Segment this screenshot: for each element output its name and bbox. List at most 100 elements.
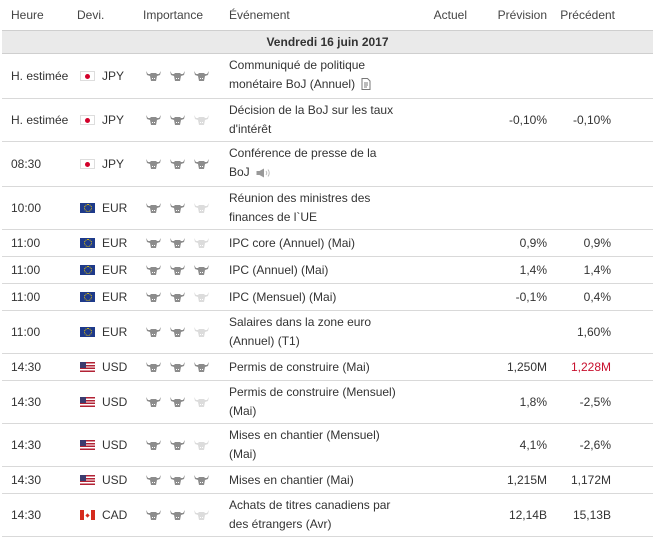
bull-outline-icon [193, 237, 210, 249]
row-event[interactable]: Mises en chantier (Mensuel) (Mai) [229, 423, 421, 467]
row-event[interactable]: Permis de construire (Mensuel) (Mai) [229, 380, 421, 424]
row-importance [143, 256, 229, 284]
bull-icon [145, 264, 162, 276]
row-currency: CAD [77, 493, 143, 537]
row-time: 14:30 [2, 466, 77, 494]
table-row[interactable]: 11:00 EUR IPC core (Annuel) (Mai) 0,9% 0,9% [2, 229, 653, 257]
row-forecast: 4,1% [467, 423, 547, 467]
flag-eu-icon [80, 327, 95, 337]
row-event[interactable]: IPC (Annuel) (Mai) [229, 256, 421, 284]
row-time: 11:00 [2, 310, 77, 354]
event-line-2: des étrangers (Avr) [229, 517, 332, 531]
flag-jp-icon [80, 71, 95, 81]
header-actual[interactable]: Actuel [421, 0, 467, 31]
header-event[interactable]: Événement [229, 0, 421, 31]
document-icon[interactable] [361, 77, 371, 96]
bull-icon [193, 264, 210, 276]
row-forecast: 1,8% [467, 380, 547, 424]
table-row[interactable]: 10:00 EUR Réunion des ministres des finance… [2, 186, 653, 230]
currency-code: CAD [102, 508, 128, 522]
row-event[interactable]: Communiqué de politique monétaire BoJ (An… [229, 53, 421, 99]
bull-icon [169, 439, 186, 451]
bull-icon [145, 361, 162, 373]
row-previous: 15,13B [547, 493, 653, 537]
bull-outline-icon [193, 202, 210, 214]
header-previous[interactable]: Précédent [547, 0, 653, 31]
table-row[interactable]: 11:00 EUR IPC (Mensuel) (Mai) -0,1% 0,4% [2, 283, 653, 311]
row-currency: JPY [77, 141, 143, 187]
table-row[interactable]: 14:30 USD Mises en chantier (Mai) 1,215M 1,1… [2, 466, 653, 494]
date-row: Vendredi 16 juin 2017 [2, 30, 653, 54]
row-previous: -2,5% [547, 380, 653, 424]
row-actual [421, 53, 467, 99]
table-row[interactable]: H. estimée JPY Communiqué de politique moné… [2, 53, 653, 99]
event-line-1: Achats de titres canadiens par [229, 498, 391, 512]
row-event[interactable]: Permis de construire (Mai) [229, 353, 421, 381]
row-forecast [467, 53, 547, 99]
currency-code: EUR [102, 263, 128, 277]
row-time: 14:30 [2, 493, 77, 537]
row-importance [143, 423, 229, 467]
row-importance [143, 141, 229, 187]
row-importance [143, 466, 229, 494]
row-event[interactable]: Décision de la BoJ sur les taux d'intérêt [229, 98, 421, 142]
row-event[interactable]: Mises en chantier (Mai) [229, 466, 421, 494]
currency-code: JPY [102, 113, 125, 127]
bull-icon [145, 474, 162, 486]
header-forecast[interactable]: Prévision [467, 0, 547, 31]
flag-jp-icon [80, 159, 95, 169]
event-line-1: IPC (Mensuel) (Mai) [229, 289, 337, 304]
row-importance [143, 353, 229, 381]
table-header: Heure Devi. Importance Événement Actuel … [2, 0, 653, 31]
row-event[interactable]: Conférence de presse de la BoJ [229, 141, 421, 187]
table-row[interactable]: 14:30 USD Permis de construire (Mensuel) (M… [2, 380, 653, 424]
row-event[interactable]: Salaires dans la zone euro (Annuel) (T1) [229, 310, 421, 354]
table-row[interactable]: 14:30 CAD Achats de titres canadiens par de… [2, 493, 653, 537]
speaker-icon[interactable] [256, 165, 272, 184]
table-row[interactable]: H. estimée JPY Décision de la BoJ sur les … [2, 98, 653, 142]
header-time[interactable]: Heure [2, 0, 77, 31]
flag-eu-icon [80, 238, 95, 248]
table-row[interactable]: 14:30 USD Permis de construire (Mai) 1,250M… [2, 353, 653, 381]
row-event[interactable]: IPC (Mensuel) (Mai) [229, 283, 421, 311]
event-line-2: monétaire BoJ (Annuel) [229, 77, 356, 91]
currency-code: JPY [102, 157, 125, 171]
header-currency[interactable]: Devi. [77, 0, 143, 31]
row-actual [421, 353, 467, 381]
row-currency: USD [77, 353, 143, 381]
bull-icon [169, 114, 186, 126]
flag-ca-icon [80, 510, 95, 520]
row-event[interactable]: Achats de titres canadiens par des étrang… [229, 493, 421, 537]
row-currency: EUR [77, 186, 143, 230]
row-forecast: -0,10% [467, 98, 547, 142]
bull-icon [145, 114, 162, 126]
table-row[interactable]: 11:00 EUR IPC (Annuel) (Mai) 1,4% 1,4% [2, 256, 653, 284]
header-importance[interactable]: Importance [143, 0, 229, 31]
row-importance [143, 380, 229, 424]
row-time: 14:30 [2, 423, 77, 467]
bull-outline-icon [193, 396, 210, 408]
table-row[interactable]: 11:00 EUR Salaires dans la zone euro (Annue… [2, 310, 653, 354]
table-row[interactable]: 08:30 JPY Conférence de presse de la BoJ [2, 141, 653, 187]
row-previous [547, 141, 653, 187]
flag-jp-icon [80, 115, 95, 125]
row-event[interactable]: IPC core (Annuel) (Mai) [229, 229, 421, 257]
event-line-2: BoJ [229, 165, 250, 179]
row-currency: EUR [77, 229, 143, 257]
row-previous: -0,10% [547, 98, 653, 142]
table-row[interactable]: 14:30 USD Mises en chantier (Mensuel) (Mai)… [2, 423, 653, 467]
row-forecast [467, 310, 547, 354]
row-actual [421, 493, 467, 537]
row-forecast: 12,14B [467, 493, 547, 537]
event-line-1: Mises en chantier (Mensuel) [229, 428, 380, 442]
event-line-2: d'intérêt [229, 122, 272, 136]
row-forecast: 1,250M [467, 353, 547, 381]
bull-icon [145, 396, 162, 408]
row-previous: 1,60% [547, 310, 653, 354]
currency-code: EUR [102, 236, 128, 250]
bull-outline-icon [193, 509, 210, 521]
row-event[interactable]: Réunion des ministres des finances de l`U… [229, 186, 421, 230]
bull-icon [193, 158, 210, 170]
row-previous: 0,4% [547, 283, 653, 311]
